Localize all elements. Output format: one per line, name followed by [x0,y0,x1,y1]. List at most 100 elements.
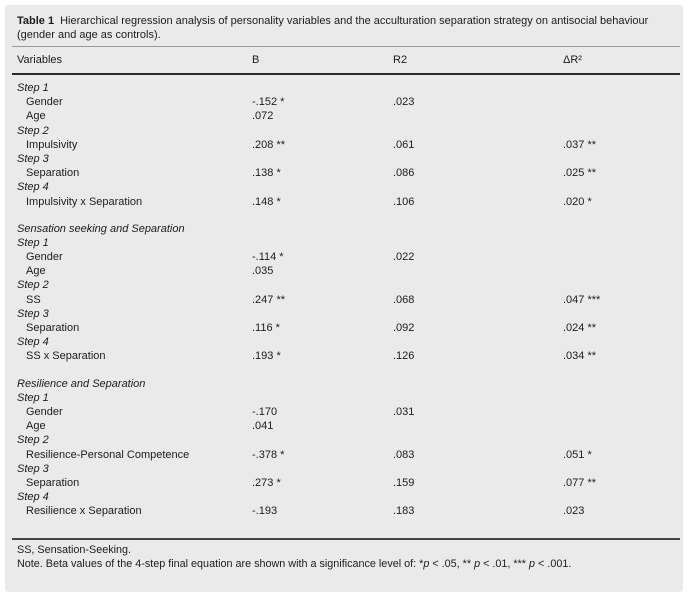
cell-r2: .106 [393,195,415,208]
table-row: Step 2 [17,278,680,292]
cell-b: .116 * [252,322,280,334]
table-row: Step 2 [17,433,680,447]
rule-top [12,46,680,47]
row-label: Impulsivity x Separation [26,195,143,208]
note-italic-p: p [529,557,536,570]
row-label: Step 2 [17,434,49,447]
table-row: Age .035 [17,264,680,278]
table-row: Separation .138 * .086 .025 ** [17,166,680,180]
cell-delta-r2: .025 ** [563,167,597,180]
cell-delta-r2 [563,81,680,95]
cell-delta-r2 [563,109,680,123]
table-row: Gender -.152 * .023 [17,95,680,109]
note-text: < .01, *** [480,557,529,570]
cell-b: .193 * [252,350,281,363]
cell-r2: .159 [393,476,415,489]
cell-b [252,278,393,292]
row-label: Resilience x Separation [26,505,142,518]
cell-b [252,335,393,349]
row-label: Sensation seeking and Separation [17,222,185,235]
cell-b: -.193 [252,505,278,518]
cell-r2 [393,490,563,504]
cell-r2 [393,236,563,250]
cell-b [252,377,393,391]
cell-b [252,81,393,95]
cell-r2 [393,81,563,95]
cell-delta-r2 [563,236,680,250]
cell-delta-r2: .020 * [563,195,592,208]
cell-r2 [393,307,563,321]
row-label: Step 1 [17,236,49,249]
table-row: Age .041 [17,419,680,433]
cell-r2: .126 [393,350,415,363]
table-footnotes: SS, Sensation-Seeking. Note. Beta values… [17,544,676,571]
row-label: Resilience and Separation [17,377,146,390]
cell-r2: .183 [393,505,415,518]
rule-table-bottom [12,538,680,541]
table-row: Step 3 [17,307,680,321]
table-row: Step 3 [17,152,680,166]
cell-b: .041 [252,420,274,433]
col-header-b: B [252,54,260,66]
footnote-note: Note. Beta values of the 4-step final eq… [17,558,676,572]
table-panel: Table 1 Hierarchical regression analysis … [5,5,683,592]
cell-b: -.378 * [252,448,285,461]
row-label: Step 3 [17,307,49,320]
cell-r2 [393,180,563,194]
table-row: Resilience and Separation [17,377,680,391]
cell-delta-r2 [563,250,680,264]
cell-delta-r2 [563,124,680,138]
cell-r2: .068 [393,293,415,306]
cell-delta-r2 [563,278,680,292]
cell-b: -.114 * [252,251,284,264]
table-row: Step 1 [17,391,680,405]
note-italic-p: p [474,557,481,570]
cell-r2: .023 [393,96,415,109]
cell-r2: .092 [393,322,415,334]
table-row: Step 1 [17,81,680,95]
cell-b: .148 * [252,195,281,208]
cell-delta-r2 [563,377,680,391]
table-row: Impulsivity .208 ** .061 .037 ** [17,138,680,152]
cell-delta-r2 [563,490,680,504]
row-label: Step 3 [17,462,49,475]
note-italic-p: p [423,557,430,570]
cell-b: -.170 [252,405,278,418]
table-row: Sensation seeking and Separation [17,222,680,236]
table-number: Table 1 [17,15,55,27]
cell-b [252,236,393,250]
table-row: Step 4 [17,335,680,349]
cell-b [252,462,393,476]
row-label: Step 4 [17,181,49,194]
footnote-abbreviation: SS, Sensation-Seeking. [17,544,132,557]
table-row: Step 4 [17,180,680,194]
table-row: Resilience-Personal Competence -.378 * .08… [17,448,680,462]
cell-delta-r2 [563,264,680,278]
table-row: Separation .273 * .159 .077 ** [17,476,680,490]
row-label: Step 4 [17,336,49,349]
cell-r2: .086 [393,167,415,180]
row-label: Age [26,265,46,278]
cell-r2 [393,433,563,447]
row-label: Gender [26,251,63,264]
row-label: Step 1 [17,391,49,404]
row-label: Age [26,110,46,123]
cell-delta-r2 [563,180,680,194]
cell-delta-r2 [563,391,680,405]
cell-delta-r2 [563,152,680,166]
row-label: Resilience-Personal Competence [26,448,190,461]
cell-delta-r2 [563,405,680,419]
table-row: SS x Separation .193 * .126 .034 ** [17,349,680,363]
row-label: Step 2 [17,279,49,292]
row-label: Separation [26,167,80,180]
table-row: Step 3 [17,462,680,476]
note-text: < .05, ** [429,557,475,570]
cell-delta-r2 [563,95,680,109]
col-header-r2: R2 [393,54,408,66]
cell-b [252,152,393,166]
row-label: Separation [26,322,80,334]
table-row: Step 1 [17,236,680,250]
cell-b: .138 * [252,167,281,180]
row-label: Age [26,420,46,433]
cell-r2 [393,222,563,236]
